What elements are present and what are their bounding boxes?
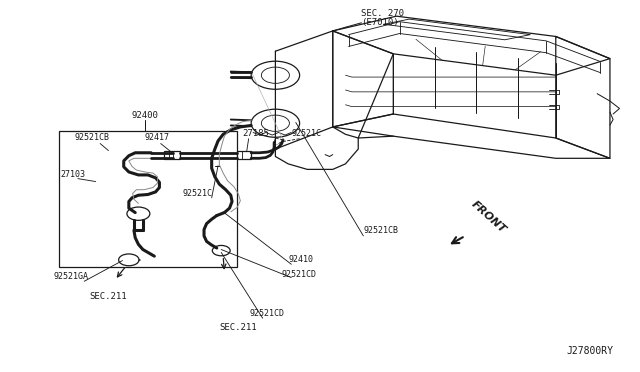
Text: 92521C: 92521C — [183, 189, 213, 198]
Text: (E7010): (E7010) — [362, 18, 399, 27]
Text: 92521CB: 92521CB — [75, 134, 109, 142]
Text: FRONT: FRONT — [470, 199, 508, 235]
Text: SEC. 270: SEC. 270 — [362, 9, 404, 18]
Text: 92521CB: 92521CB — [364, 226, 398, 235]
Text: 92410: 92410 — [288, 255, 313, 264]
Bar — [237, 151, 251, 160]
Text: 92521C: 92521C — [291, 129, 321, 138]
Bar — [59, 131, 237, 267]
Text: 92521GA: 92521GA — [54, 272, 89, 281]
Text: SEC.211: SEC.211 — [90, 292, 127, 301]
Text: 92521CD: 92521CD — [282, 270, 317, 279]
Text: 92400: 92400 — [131, 110, 158, 119]
Text: J27800RY: J27800RY — [566, 346, 613, 356]
Text: SEC.211: SEC.211 — [220, 323, 257, 332]
Text: 27103: 27103 — [61, 170, 86, 179]
Text: 92521CD: 92521CD — [250, 309, 285, 318]
Text: 92417: 92417 — [145, 134, 170, 142]
Text: 27185: 27185 — [243, 129, 269, 138]
Bar — [164, 151, 180, 160]
